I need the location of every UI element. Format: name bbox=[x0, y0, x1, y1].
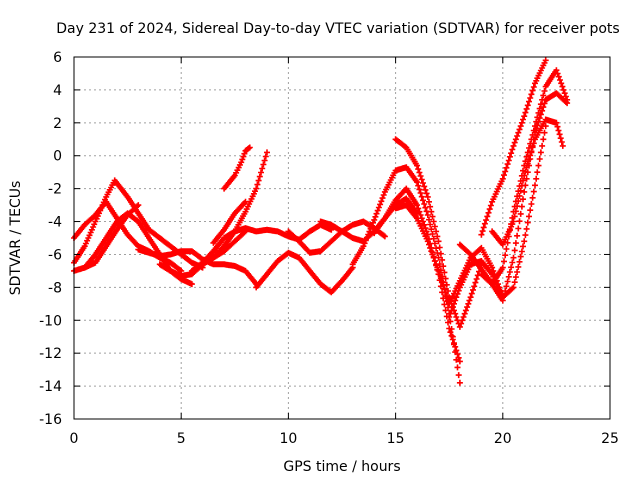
axis-ticks: 0 5 10 15 20 25 -16 -14 -12 -10 -8 -6 -4 -2 0 2 4 6 bbox=[39, 50, 619, 447]
series-markers bbox=[392, 202, 506, 307]
series-track-10 bbox=[210, 198, 249, 246]
y-tick-label: -10 bbox=[39, 313, 62, 329]
series-markers bbox=[349, 164, 463, 386]
data-series bbox=[71, 57, 571, 386]
x-axis-label: GPS time / hours bbox=[283, 459, 400, 475]
x-tick-label: 25 bbox=[601, 431, 619, 447]
series-markers bbox=[210, 149, 270, 261]
series-markers bbox=[253, 249, 356, 296]
series-track-8 bbox=[210, 149, 270, 261]
series-markers bbox=[221, 144, 253, 192]
chart-title: Day 231 of 2024, Sidereal Day-to-day VTE… bbox=[56, 21, 619, 37]
y-tick-label: -2 bbox=[48, 182, 62, 198]
y-tick-label: 6 bbox=[53, 50, 62, 66]
y-axis-label: SDTVAR / TECUs bbox=[8, 181, 24, 296]
series-track-4 bbox=[81, 202, 142, 271]
plot-frame bbox=[73, 56, 611, 420]
y-tick-label: 4 bbox=[53, 83, 62, 99]
y-tick-label: 2 bbox=[53, 116, 62, 132]
series-markers bbox=[188, 221, 335, 274]
x-tick-label: 15 bbox=[387, 431, 405, 447]
series-track-21 bbox=[489, 116, 566, 248]
series-track-22 bbox=[478, 57, 549, 238]
y-tick-label: -8 bbox=[48, 280, 62, 296]
series-track-9 bbox=[221, 144, 253, 192]
y-tick-label: -16 bbox=[39, 412, 62, 428]
series-markers bbox=[371, 185, 463, 365]
y-tick-label: 0 bbox=[53, 149, 62, 165]
series-markers bbox=[210, 198, 249, 246]
series-track-15 bbox=[371, 185, 463, 365]
y-tick-label: -14 bbox=[39, 379, 62, 395]
x-tick-label: 20 bbox=[494, 431, 512, 447]
series-track-17 bbox=[392, 202, 506, 307]
series-track-7 bbox=[188, 221, 335, 274]
x-tick-label: 5 bbox=[177, 431, 186, 447]
y-tick-label: -6 bbox=[48, 247, 62, 263]
series-track-14 bbox=[349, 164, 463, 386]
series-markers bbox=[81, 202, 142, 271]
x-tick-label: 0 bbox=[70, 431, 79, 447]
grid-lines bbox=[74, 57, 610, 419]
series-track-11 bbox=[253, 249, 356, 296]
x-tick-label: 10 bbox=[279, 431, 297, 447]
series-markers bbox=[478, 57, 549, 238]
y-tick-label: -12 bbox=[39, 346, 62, 362]
y-tick-label: -4 bbox=[48, 215, 62, 231]
series-markers bbox=[489, 116, 566, 248]
